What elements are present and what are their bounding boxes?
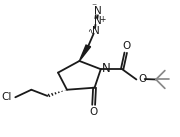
Text: Cl: Cl <box>1 92 11 102</box>
Text: O: O <box>138 74 146 83</box>
Text: +: + <box>99 15 105 24</box>
Text: ⁻: ⁻ <box>91 3 97 12</box>
Text: N: N <box>92 26 100 36</box>
Text: O: O <box>89 107 98 117</box>
Polygon shape <box>79 45 91 61</box>
Text: O: O <box>122 41 131 51</box>
Text: ∿: ∿ <box>87 28 94 37</box>
Text: N: N <box>101 62 110 75</box>
Text: N: N <box>94 6 102 16</box>
Text: N: N <box>94 16 102 26</box>
